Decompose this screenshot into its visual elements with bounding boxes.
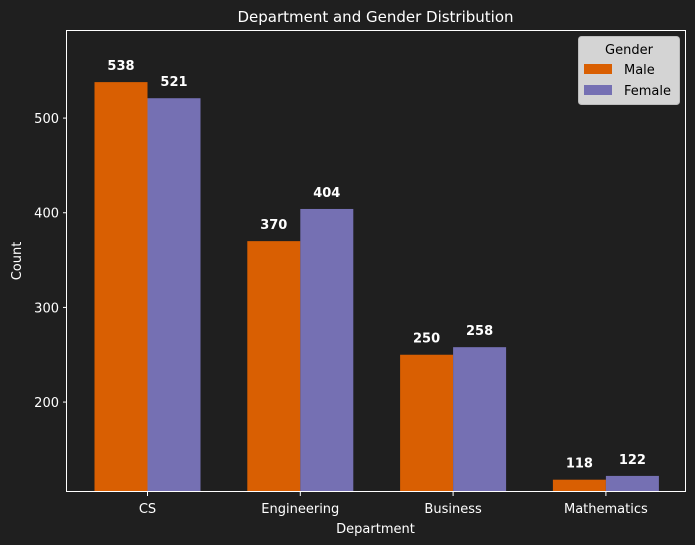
legend-swatch-female: [584, 85, 612, 95]
data-label-male-engineering: 370: [260, 218, 287, 233]
legend-items: Male Female: [584, 63, 671, 99]
x-tick-label: CS: [139, 502, 156, 517]
x-tick-label: Engineering: [261, 502, 339, 517]
data-label-male-business: 250: [413, 332, 440, 347]
plot-area-frame: [66, 30, 686, 492]
y-tick-label: 400: [34, 207, 59, 222]
y-axis-label: Count: [10, 242, 25, 281]
legend-label-female: Female: [624, 84, 671, 99]
data-label-female-cs: 521: [160, 75, 187, 90]
data-label-male-cs: 538: [107, 59, 134, 74]
data-label-female-mathematics: 122: [619, 453, 646, 468]
bar-male-cs: [94, 82, 148, 493]
bar-male-engineering: [247, 241, 301, 492]
legend-label-male: Male: [624, 63, 655, 78]
legend: Gender Male Female: [578, 36, 680, 105]
bar-female-engineering: [300, 208, 354, 492]
y-tick-label: 200: [34, 396, 59, 411]
x-tick-label: Business: [424, 502, 482, 517]
x-axis: CS Engineering Business Mathematics: [139, 492, 648, 517]
data-label-female-engineering: 404: [313, 186, 340, 201]
legend-swatch-male: [584, 64, 612, 74]
data-labels-layer: 538 521 370 404 250 258 118 122: [107, 59, 646, 472]
data-label-male-mathematics: 118: [566, 457, 593, 472]
y-axis: 200 300 400 500: [34, 112, 67, 411]
y-tick-label: 300: [34, 301, 59, 316]
x-tick-label: Mathematics: [564, 502, 648, 517]
bar-male-business: [400, 354, 454, 492]
bars-layer: [94, 82, 659, 493]
bar-male-mathematics: [552, 479, 606, 492]
x-axis-label: Department: [336, 522, 415, 537]
chart-title: Department and Gender Distribution: [237, 8, 513, 26]
bar-female-cs: [147, 98, 201, 492]
bar-female-mathematics: [605, 475, 659, 492]
bar-female-business: [453, 347, 507, 492]
legend-title: Gender: [605, 43, 654, 58]
data-label-female-business: 258: [466, 324, 493, 339]
y-tick-label: 500: [34, 112, 59, 127]
